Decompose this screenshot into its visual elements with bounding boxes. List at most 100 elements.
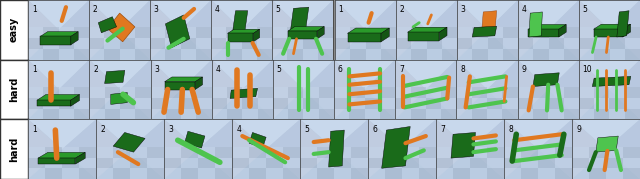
Bar	[335, 27, 350, 38]
Bar	[625, 49, 640, 60]
Polygon shape	[40, 32, 78, 36]
Bar	[198, 168, 215, 179]
Polygon shape	[470, 119, 504, 179]
Bar	[533, 38, 548, 49]
Bar	[165, 38, 180, 49]
Bar	[426, 87, 441, 98]
Bar	[28, 27, 44, 38]
Bar	[368, 147, 385, 158]
Bar	[227, 109, 243, 119]
Bar	[456, 109, 472, 119]
Bar	[334, 109, 349, 119]
Bar	[572, 147, 589, 158]
Bar	[334, 168, 351, 179]
Bar	[349, 98, 365, 109]
Bar	[334, 147, 351, 158]
Polygon shape	[481, 11, 497, 35]
Bar	[436, 147, 453, 158]
Bar	[74, 27, 89, 38]
Bar	[120, 27, 135, 38]
Polygon shape	[130, 119, 164, 179]
Bar	[594, 98, 609, 109]
Bar	[104, 38, 120, 49]
Polygon shape	[368, 149, 436, 179]
Bar	[351, 168, 368, 179]
Text: 2: 2	[93, 5, 97, 14]
Bar	[555, 147, 572, 158]
Polygon shape	[348, 28, 389, 33]
Text: 7: 7	[440, 125, 445, 134]
Polygon shape	[317, 26, 324, 39]
Bar	[396, 38, 412, 49]
Bar	[104, 27, 120, 38]
Bar	[135, 27, 150, 38]
Bar	[533, 87, 548, 98]
Polygon shape	[456, 60, 487, 119]
Polygon shape	[150, 60, 212, 90]
Bar	[74, 38, 89, 49]
Bar	[272, 49, 287, 60]
Polygon shape	[396, 0, 426, 60]
Bar	[396, 109, 411, 119]
Polygon shape	[396, 60, 426, 119]
Text: 9: 9	[522, 65, 526, 74]
Bar	[365, 87, 380, 98]
Bar	[453, 147, 470, 158]
Bar	[28, 168, 45, 179]
Bar	[257, 49, 272, 60]
Bar	[44, 38, 59, 49]
Bar	[249, 168, 266, 179]
Bar	[165, 49, 180, 60]
Bar	[266, 168, 283, 179]
Bar	[166, 109, 181, 119]
Bar	[74, 87, 90, 98]
Bar	[334, 98, 349, 109]
Bar	[538, 168, 555, 179]
Bar	[196, 98, 212, 109]
Bar	[456, 98, 472, 109]
Bar	[59, 27, 74, 38]
Polygon shape	[38, 152, 85, 158]
Polygon shape	[164, 149, 232, 179]
Polygon shape	[28, 0, 89, 30]
Bar	[589, 168, 606, 179]
Bar	[319, 87, 334, 98]
Bar	[396, 27, 412, 38]
Bar	[518, 87, 533, 98]
Bar	[318, 49, 333, 60]
Bar	[350, 49, 365, 60]
Polygon shape	[273, 90, 334, 119]
Polygon shape	[108, 13, 135, 42]
Polygon shape	[90, 60, 120, 119]
Bar	[232, 147, 249, 158]
Polygon shape	[300, 119, 334, 179]
Bar	[227, 87, 243, 98]
Polygon shape	[426, 0, 457, 60]
Bar	[623, 158, 640, 168]
Bar	[442, 38, 457, 49]
Bar	[104, 49, 120, 60]
Bar	[44, 87, 59, 98]
Bar	[150, 49, 165, 60]
Bar	[211, 27, 227, 38]
Bar	[533, 49, 548, 60]
Polygon shape	[37, 95, 79, 100]
Polygon shape	[272, 0, 303, 60]
Bar	[212, 87, 227, 98]
Polygon shape	[348, 33, 381, 42]
Bar	[59, 109, 74, 119]
Text: 7: 7	[399, 65, 404, 74]
Bar	[555, 168, 572, 179]
Text: 8: 8	[508, 125, 513, 134]
Bar	[28, 38, 44, 49]
Bar	[518, 109, 533, 119]
Polygon shape	[300, 119, 368, 149]
Bar	[488, 38, 503, 49]
Text: 4: 4	[216, 65, 220, 74]
Bar	[426, 98, 441, 109]
Polygon shape	[368, 119, 402, 179]
Polygon shape	[329, 130, 344, 167]
Bar	[181, 87, 196, 98]
Bar	[381, 49, 396, 60]
Polygon shape	[28, 60, 59, 119]
